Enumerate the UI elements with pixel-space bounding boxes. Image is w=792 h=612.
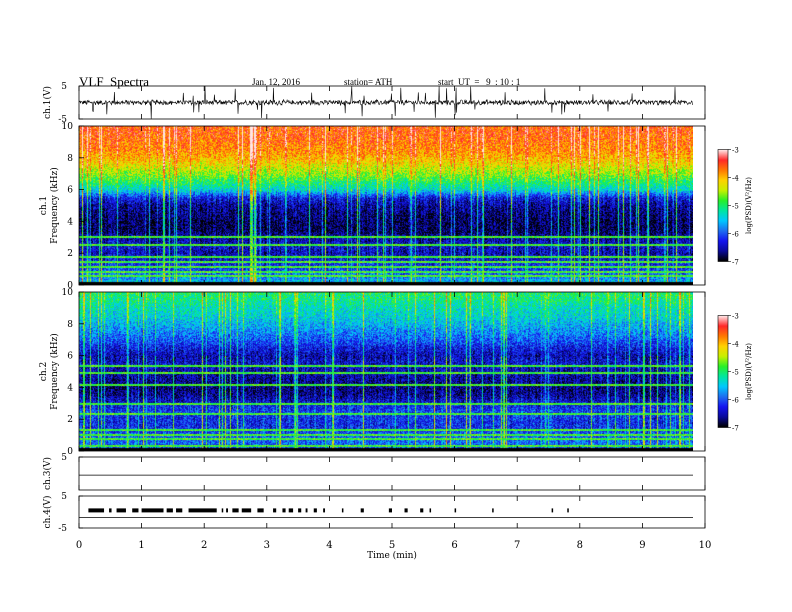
ch4-pulse — [360, 508, 364, 513]
ch4-pulse — [298, 508, 302, 513]
ch4-pulse — [454, 508, 457, 513]
ch4-pulse — [313, 508, 317, 513]
ch4-pulse — [241, 508, 252, 513]
ch4-pulse — [404, 508, 408, 513]
ch3-wave-ytick-label: 5 — [61, 453, 67, 463]
ch4-pulse — [141, 508, 164, 513]
xtick-label-4: 4 — [326, 540, 332, 551]
ch1-ytick-label: 4 — [67, 217, 73, 227]
ch1-waveform-trace — [78, 85, 693, 119]
ch2-ytick-label: 10 — [62, 288, 74, 298]
ch2-colorbar-tick-label: -3 — [732, 313, 739, 321]
ch1-colorbar-tick-label: -3 — [732, 147, 739, 155]
ch1-wave-ylabel: ch.1(V) — [42, 86, 53, 119]
ch4-pulse — [429, 508, 432, 513]
ch4-wave-ytick-label: 5 — [61, 492, 67, 502]
xtick-label-1: 1 — [138, 540, 144, 551]
ch1-ytick-label: 8 — [67, 154, 73, 164]
xtick-label-7: 7 — [514, 540, 520, 551]
ch1-wave-ytick-label: 5 — [61, 82, 67, 92]
ch1-ylabel-channel: ch.1 — [39, 196, 49, 215]
xtick-label-0: 0 — [76, 540, 82, 551]
ch4-pulse — [188, 508, 217, 513]
start-time-label: start UT = 9 : 10 : 1 — [438, 77, 521, 87]
ch4-pulse — [567, 508, 569, 513]
ch4-pulse — [116, 508, 126, 513]
xtick-label-9: 9 — [639, 540, 645, 551]
ch4-pulse — [388, 508, 392, 513]
figure-title: VLF Spectra — [79, 74, 150, 89]
ch4-pulse — [132, 508, 139, 513]
ch4-pulse — [176, 508, 183, 513]
ch3-wave-ylabel: ch.3(V) — [42, 457, 53, 490]
ch1-ytick-label: 0 — [67, 281, 73, 291]
ch1-colorbar-tick-label: -7 — [732, 259, 739, 267]
ch1-colorbar — [718, 149, 728, 262]
xtick-label-3: 3 — [264, 540, 270, 551]
ch4-wave-ytick-label: -5 — [58, 524, 67, 534]
xtick-label-5: 5 — [389, 540, 395, 551]
ch1-ytick-label: 6 — [67, 186, 73, 196]
ch1-wave-ytick-label: -5 — [58, 115, 67, 125]
ch1-ylabel-frequency: Frequency (kHz) — [49, 167, 60, 244]
ch4-pulse — [551, 508, 554, 513]
ch4-pulse — [492, 508, 494, 513]
ch4-pulse — [341, 508, 344, 513]
ch2-ytick-label: 2 — [67, 415, 73, 425]
ch2-colorbar-label: log(PSD)(V²/Hz) — [745, 343, 753, 400]
ch1-spectrogram-image — [79, 126, 693, 285]
ch4-pulse — [109, 508, 112, 513]
ch4-pulse — [232, 508, 239, 513]
ch4-pulse — [323, 508, 326, 513]
xtick-label-8: 8 — [577, 540, 583, 551]
ch1-ytick-label: 10 — [62, 122, 74, 132]
ch2-ylabel-channel: ch.2 — [39, 362, 49, 381]
ch4-pulse — [420, 508, 424, 513]
ch4-pulse — [166, 508, 173, 513]
ch2-colorbar-tick-label: -7 — [732, 425, 739, 433]
ch4-pulse — [273, 508, 277, 513]
ch2-ytick-label: 0 — [67, 447, 73, 457]
xtick-label-2: 2 — [201, 540, 207, 551]
xtick-label-6: 6 — [451, 540, 457, 551]
date-label: Jan. 12, 2016 — [252, 77, 300, 87]
ch1-colorbar-tick-label: -4 — [732, 175, 739, 183]
ch2-colorbar-tick-label: -6 — [732, 397, 739, 405]
ch1-colorbar-tick-label: -5 — [732, 203, 739, 211]
station-label: station= ATH — [344, 77, 393, 87]
xtick-label-10: 10 — [699, 540, 712, 551]
ch4-pulse — [226, 508, 228, 513]
x-axis-label: Time (min) — [367, 550, 417, 561]
ch2-colorbar-tick-label: -5 — [732, 369, 739, 377]
ch2-ytick-label: 8 — [67, 320, 73, 330]
ch2-ylabel-frequency: Frequency (kHz) — [49, 333, 60, 410]
ch4-pulse — [305, 508, 308, 513]
ch1-colorbar-tick-label: -6 — [732, 231, 739, 239]
ch2-colorbar — [718, 315, 728, 428]
ch4-pulse — [257, 508, 264, 513]
ch4-pulse — [282, 508, 286, 513]
ch4-pulse — [88, 508, 105, 513]
ch2-ytick-label: 6 — [67, 352, 73, 362]
ch4-pulse — [221, 508, 224, 513]
ch2-ytick-label: 4 — [67, 383, 73, 393]
ch1-colorbar-label: log(PSD)(V²/Hz) — [745, 177, 753, 234]
ch4-pulse — [288, 508, 294, 513]
ch4-wave-ylabel: ch.4(V) — [42, 496, 53, 529]
ch2-spectrogram-image — [79, 292, 693, 451]
ch1-ytick-label: 2 — [67, 249, 73, 259]
ch2-colorbar-tick-label: -4 — [732, 341, 739, 349]
